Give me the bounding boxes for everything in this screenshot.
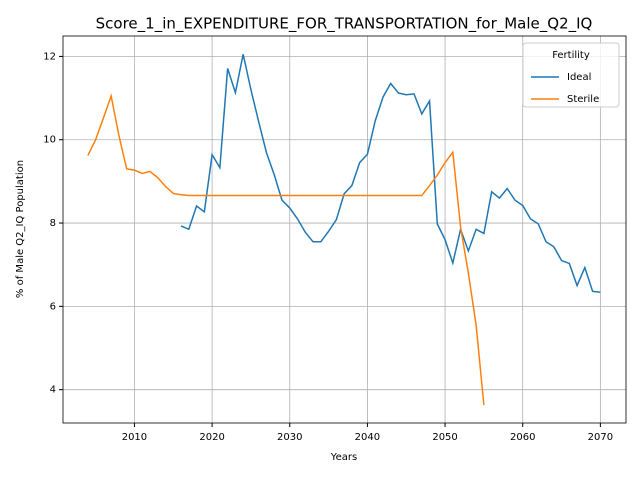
legend-box [522,42,620,108]
y-tick-label: 6 [50,301,56,312]
x-axis-label: Years [330,452,357,463]
chart-title: Score_1_in_EXPENDITURE_FOR_TRANSPORTATIO… [96,15,593,34]
x-tick-label: 2060 [510,432,535,443]
x-tick-label: 2030 [277,432,302,443]
x-tick-label: 2070 [588,432,613,443]
x-tick-label: 2010 [122,432,147,443]
y-tick-label: 10 [43,135,56,146]
x-tick-label: 2040 [355,432,380,443]
series-line [180,54,601,293]
legend-label: Ideal [567,72,591,83]
y-tick-label: 8 [50,218,56,229]
x-tick-label: 2020 [199,432,224,443]
series-line [87,93,485,406]
plot-frame [62,35,627,424]
y-tick-label: 12 [43,51,56,62]
y-axis-label: % of Male Q2_IQ Population [15,160,26,298]
x-tick-label: 2050 [432,432,457,443]
legend-title: Fertility [552,50,590,61]
legend-label: Sterile [567,94,599,105]
y-tick-label: 4 [50,385,56,396]
